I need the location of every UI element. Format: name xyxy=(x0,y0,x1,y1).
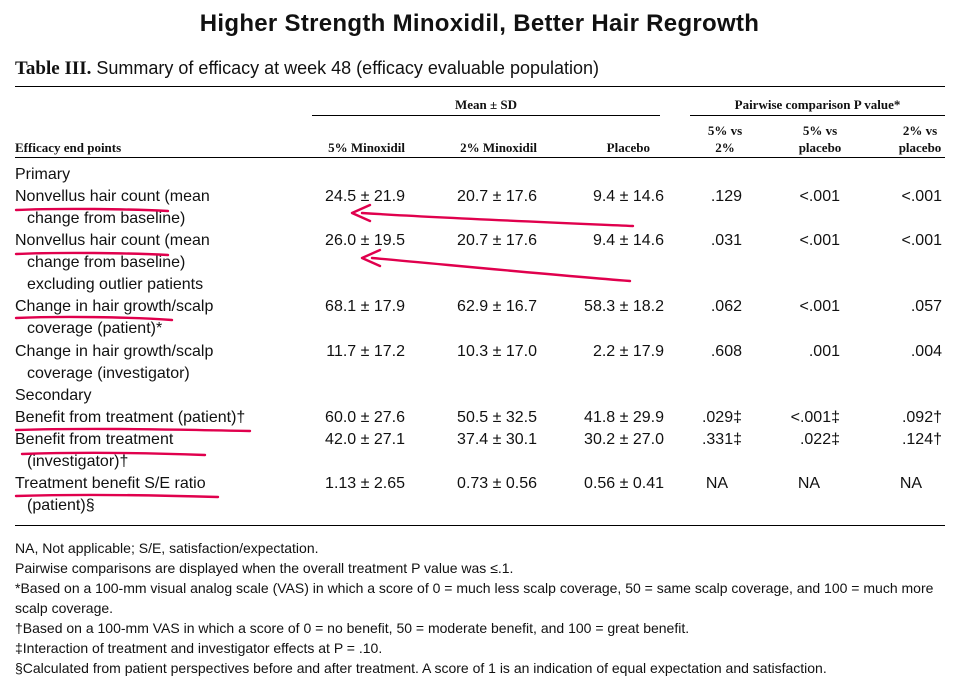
table-caption: Table III. Summary of efficacy at week 4… xyxy=(15,58,599,80)
row-label-cont: change from baseline) xyxy=(27,254,186,271)
cell-p2: .022‡ xyxy=(799,431,840,448)
cell-2pct: 0.73 ± 0.56 xyxy=(457,475,537,492)
cell-p2: <.001 xyxy=(799,232,840,249)
rule-body-bottom xyxy=(15,525,945,526)
cell-5pct: 1.13 ± 2.65 xyxy=(325,475,405,492)
cell-p1: .331‡ xyxy=(701,431,742,448)
cell-2pct: 10.3 ± 17.0 xyxy=(457,343,537,360)
header-p3-line1: 2% vs xyxy=(902,123,938,138)
arrowhead xyxy=(360,248,382,268)
cell-p2: <.001 xyxy=(799,188,840,205)
footnote: ‡Interaction of treatment and investigat… xyxy=(15,640,383,656)
cell-p1: .029‡ xyxy=(701,409,742,426)
cell-placebo: 41.8 ± 29.9 xyxy=(584,409,664,426)
row-label-cont: change from baseline) xyxy=(27,210,186,227)
header-p1-line2: 2% xyxy=(715,140,735,155)
header-5pct: 5% Minoxidil xyxy=(328,140,405,155)
cell-p1: NA xyxy=(705,475,729,492)
cell-p1: .129 xyxy=(710,188,742,205)
cell-p1: .062 xyxy=(710,298,742,315)
cell-p2: <.001 xyxy=(799,298,840,315)
footnote: NA, Not applicable; S/E, satisfaction/ex… xyxy=(15,540,319,556)
cell-p3: .092† xyxy=(901,409,942,426)
header-group-pairwise: Pairwise comparison P value* xyxy=(734,97,901,112)
cell-2pct: 62.9 ± 16.7 xyxy=(457,298,537,315)
cell-placebo: 9.4 ± 14.6 xyxy=(592,188,664,205)
cell-2pct: 37.4 ± 30.1 xyxy=(457,431,537,448)
cell-placebo: 0.56 ± 0.41 xyxy=(584,475,664,492)
underline-mark xyxy=(14,315,174,322)
cell-p1: .608 xyxy=(710,343,742,360)
cell-5pct: 60.0 ± 27.6 xyxy=(325,409,405,426)
cell-5pct: 26.0 ± 19.5 xyxy=(325,232,405,249)
underline-mark xyxy=(14,207,170,213)
header-p3: 2% vs placebo xyxy=(885,122,955,156)
row-label: Nonvellus hair count (mean xyxy=(15,232,210,249)
header-placebo: Placebo xyxy=(606,140,650,155)
arrow-line xyxy=(370,256,632,283)
section-primary: Primary xyxy=(15,166,71,183)
row-label-cont: coverage (patient)* xyxy=(27,320,163,337)
row-label: Change in hair growth/scalp xyxy=(15,343,214,360)
header-endpoints: Efficacy end points xyxy=(15,140,122,155)
header-2pct: 2% Minoxidil xyxy=(460,140,537,155)
header-p2-line2: placebo xyxy=(798,140,842,155)
row-label: Benefit from treatment (patient)† xyxy=(15,409,246,426)
rule-under-mean-group xyxy=(312,115,660,116)
caption-label: Table III. xyxy=(15,58,92,79)
cell-p3: <.001 xyxy=(901,188,942,205)
header-group-mean: Mean ± SD xyxy=(454,97,518,112)
cell-placebo: 58.3 ± 18.2 xyxy=(584,298,664,315)
section-secondary: Secondary xyxy=(15,387,92,404)
row-label: Change in hair growth/scalp xyxy=(15,298,214,315)
headline: Higher Strength Minoxidil, Better Hair R… xyxy=(199,10,760,37)
cell-p2: NA xyxy=(797,475,821,492)
cell-p3: <.001 xyxy=(901,232,942,249)
cell-5pct: 68.1 ± 17.9 xyxy=(325,298,405,315)
header-p2-line1: 5% vs xyxy=(802,123,838,138)
header-p2: 5% vs placebo xyxy=(785,122,855,156)
footnote: *Based on a 100-mm visual analog scale (… xyxy=(15,580,934,616)
cell-p1: .031 xyxy=(710,232,742,249)
cell-p3: .057 xyxy=(910,298,942,315)
row-label: Benefit from treatment xyxy=(15,431,174,448)
rule-under-pairwise-group xyxy=(690,115,945,116)
cell-5pct: 24.5 ± 21.9 xyxy=(325,188,405,205)
cell-placebo: 2.2 ± 17.9 xyxy=(592,343,664,360)
row-label-cont: (patient)§ xyxy=(27,497,95,514)
row-label-cont: (investigator)† xyxy=(27,453,129,470)
cell-p3: .124† xyxy=(901,431,942,448)
cell-p2: .001 xyxy=(808,343,840,360)
underline-mark xyxy=(14,493,220,499)
underline-mark xyxy=(14,251,170,257)
row-label-cont: coverage (investigator) xyxy=(27,365,190,382)
rule-header-bottom xyxy=(15,157,945,158)
cell-5pct: 42.0 ± 27.1 xyxy=(325,431,405,448)
header-p3-line2: placebo xyxy=(898,140,942,155)
arrow-line xyxy=(360,211,635,228)
cell-2pct: 50.5 ± 32.5 xyxy=(457,409,537,426)
cell-p3: .004 xyxy=(910,343,942,360)
cell-p3: NA xyxy=(899,475,923,492)
header-p1: 5% vs 2% xyxy=(690,122,760,156)
cell-2pct: 20.7 ± 17.6 xyxy=(457,188,537,205)
underline-mark xyxy=(14,427,252,433)
row-label-cont-2: excluding outlier patients xyxy=(27,276,204,293)
footnote: †Based on a 100-mm VAS in which a score … xyxy=(15,620,690,636)
header-p1-line1: 5% vs xyxy=(707,123,743,138)
footnote: Pairwise comparisons are displayed when … xyxy=(15,560,514,576)
underline-mark xyxy=(20,451,207,457)
cell-2pct: 20.7 ± 17.6 xyxy=(457,232,537,249)
cell-placebo: 9.4 ± 14.6 xyxy=(592,232,664,249)
cell-5pct: 11.7 ± 17.2 xyxy=(326,343,405,360)
row-label: Nonvellus hair count (mean xyxy=(15,188,210,205)
caption-text: Summary of efficacy at week 48 (efficacy… xyxy=(96,58,600,78)
cell-placebo: 30.2 ± 27.0 xyxy=(584,431,664,448)
arrowhead xyxy=(350,203,372,223)
footnote: §Calculated from patient perspectives be… xyxy=(15,660,827,676)
row-label: Treatment benefit S/E ratio xyxy=(15,475,206,492)
rule-top xyxy=(15,86,945,87)
cell-p2: <.001‡ xyxy=(790,409,840,426)
